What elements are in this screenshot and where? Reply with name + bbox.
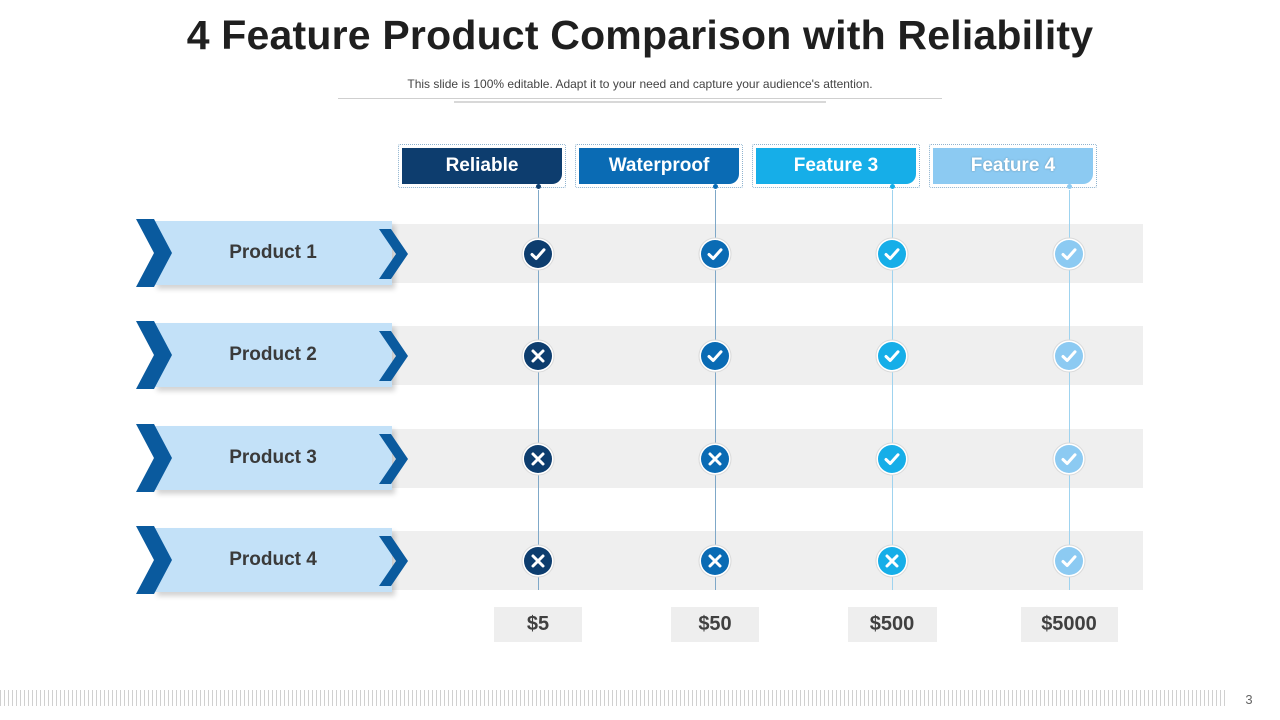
product-label-box [154, 426, 392, 490]
product-label-text: Product 4 [229, 549, 317, 570]
subtitle-rule-accent [454, 101, 826, 103]
product-label-box [154, 323, 392, 387]
chevron-right-icon [136, 424, 172, 492]
chevron-right-icon [379, 331, 408, 381]
product-label-box [154, 221, 392, 285]
check-circle-icon [875, 339, 909, 373]
feature-header: Feature 3 [752, 144, 920, 189]
product-label-text: Product 3 [229, 447, 317, 468]
page-number: 3 [1245, 692, 1253, 707]
feature-connector-dot [890, 184, 895, 189]
cross-circle-icon [875, 544, 909, 578]
cross-circle-icon [521, 544, 555, 578]
feature-header: Reliable [398, 144, 566, 189]
price-label: $5 [494, 607, 582, 642]
cross-circle-icon [698, 544, 732, 578]
cross-circle-icon [521, 339, 555, 373]
chevron-right-icon [379, 434, 408, 484]
feature-connector-dot [713, 184, 718, 189]
product-label-text: Product 1 [229, 242, 317, 263]
price-label: $500 [847, 607, 937, 642]
check-circle-icon [1052, 339, 1086, 373]
product-label: Product 4 [132, 526, 412, 596]
product-label: Product 2 [132, 321, 412, 391]
check-circle-icon [875, 442, 909, 476]
check-circle-icon [875, 237, 909, 271]
feature-connector-dot [536, 184, 541, 189]
product-label-box [154, 528, 392, 592]
feature-connector-dot [1067, 184, 1072, 189]
check-circle-icon [1052, 237, 1086, 271]
price-label: $50 [671, 607, 759, 642]
chevron-right-icon [379, 229, 408, 279]
feature-header-label: Reliable [402, 148, 562, 184]
cross-circle-icon [521, 442, 555, 476]
feature-header-label: Waterproof [579, 148, 739, 184]
check-circle-icon [1052, 442, 1086, 476]
chevron-right-icon [379, 536, 408, 586]
row-band [392, 326, 1143, 385]
check-circle-icon [521, 237, 555, 271]
feature-header-label: Feature 3 [756, 148, 916, 184]
column-connector-line [715, 190, 716, 590]
price-label: $5000 [1020, 607, 1118, 642]
feature-header: Feature 4 [929, 144, 1097, 189]
subtitle-rule [338, 98, 942, 99]
column-connector-line [538, 190, 539, 590]
feature-header: Waterproof [575, 144, 743, 189]
product-label: Product 1 [132, 219, 412, 289]
slide-subtitle: This slide is 100% editable. Adapt it to… [407, 77, 873, 91]
column-connector-line [1069, 190, 1070, 590]
row-band [392, 224, 1143, 283]
chevron-right-icon [136, 219, 172, 287]
product-label: Product 3 [132, 424, 412, 494]
chevron-right-icon [136, 321, 172, 389]
check-circle-icon [698, 339, 732, 373]
chevron-right-icon [136, 526, 172, 594]
row-band [392, 429, 1143, 488]
row-band [392, 531, 1143, 590]
cross-circle-icon [698, 442, 732, 476]
check-circle-icon [1052, 544, 1086, 578]
check-circle-icon [698, 237, 732, 271]
footer-strip [0, 690, 1225, 706]
slide-title: 4 Feature Product Comparison with Reliab… [186, 12, 1094, 58]
column-connector-line [892, 190, 893, 590]
feature-header-label: Feature 4 [933, 148, 1093, 184]
product-label-text: Product 2 [229, 344, 317, 365]
